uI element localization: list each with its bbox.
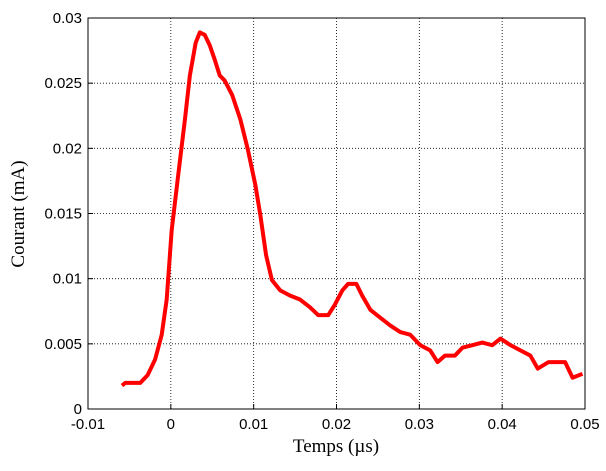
x-tick-label: 0.04 — [488, 416, 517, 433]
x-tick-label: -0.01 — [71, 416, 105, 433]
y-tick-label: 0 — [74, 401, 82, 418]
plot-frame — [87, 17, 586, 410]
x-tick-label: 0.03 — [405, 416, 434, 433]
y-axis-label: Courant (mA) — [8, 160, 29, 267]
data-line — [120, 30, 584, 388]
y-tick-label: 0.015 — [44, 206, 82, 223]
x-tick-label: 0.05 — [570, 416, 599, 433]
x-axis-label: Temps (µs) — [293, 436, 379, 457]
x-tick-label: 0 — [167, 416, 175, 433]
y-tick-label: 0.02 — [53, 140, 82, 157]
y-tick-label: 0.01 — [53, 271, 82, 288]
x-tick-label: 0.01 — [239, 416, 268, 433]
y-tick-label: 0.005 — [44, 336, 82, 353]
y-tick-label: 0.025 — [44, 75, 82, 92]
y-tick-label: 0.03 — [53, 10, 82, 27]
x-tick-label: 0.02 — [322, 416, 351, 433]
